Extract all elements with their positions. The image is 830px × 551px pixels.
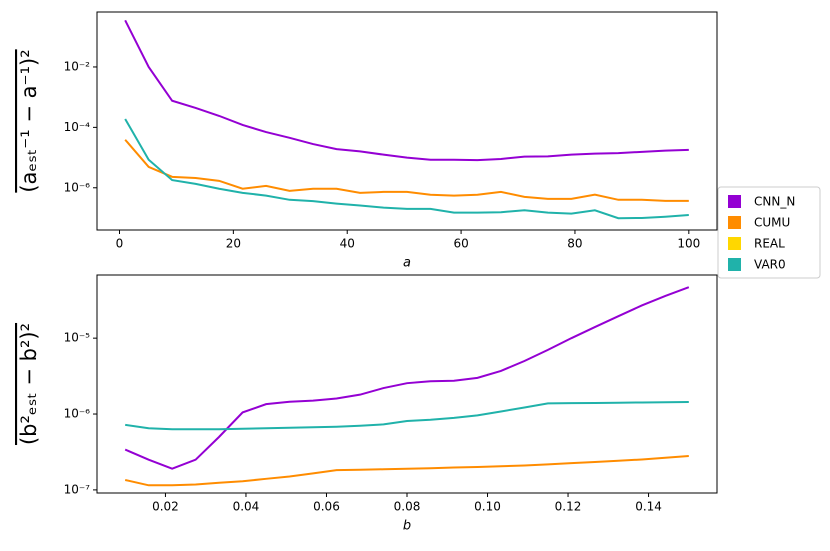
axes-frame (96, 11, 718, 231)
y-tick-label: 10⁻⁷ (64, 482, 91, 496)
legend-swatch (728, 258, 741, 271)
legend-label: VAR0 (754, 258, 786, 272)
series-line (124, 19, 689, 162)
legend-label: REAL (754, 237, 785, 251)
x-tick-label: 0.04 (233, 500, 260, 514)
x-axis-label: a (403, 256, 411, 271)
series-line (124, 286, 690, 470)
legend-label: CUMU (754, 216, 790, 230)
legend-swatch (728, 195, 741, 208)
y-tick-label: 10⁻⁶ (64, 180, 91, 194)
x-tick-label: 0.10 (474, 500, 501, 514)
legend-swatch (728, 237, 741, 250)
axes-frame (96, 274, 718, 494)
x-tick-label: 60 (453, 237, 468, 251)
x-tick-label: 0.14 (635, 500, 662, 514)
x-tick-label: 0 (116, 237, 124, 251)
series-line (124, 118, 689, 220)
x-tick-label: 100 (677, 237, 700, 251)
x-tick-label: 20 (226, 237, 241, 251)
x-tick-label: 80 (567, 237, 582, 251)
y-tick-label: 10⁻⁵ (64, 331, 91, 345)
x-tick-label: 0.08 (394, 500, 421, 514)
y-tick-label: 10⁻⁶ (64, 407, 91, 421)
series-line (124, 454, 689, 487)
legend-swatch (728, 216, 741, 229)
series-line (124, 139, 689, 202)
x-tick-label: 0.06 (313, 500, 340, 514)
x-tick-label: 40 (340, 237, 355, 251)
y-tick-label: 10⁻⁴ (64, 120, 91, 134)
legend-frame (717, 186, 821, 279)
x-axis-label: b (403, 519, 411, 534)
x-tick-label: 0.12 (555, 500, 582, 514)
series-line (125, 401, 689, 431)
legend-label: CNN_N (754, 195, 795, 209)
y-axis-label: (aₑₛₜ⁻¹ − a⁻¹)² (17, 49, 41, 192)
y-tick-label: 10⁻² (64, 59, 91, 73)
y-axis-label: (b²ₑₛₜ − b²)² (17, 323, 41, 445)
x-tick-label: 0.02 (152, 500, 179, 514)
